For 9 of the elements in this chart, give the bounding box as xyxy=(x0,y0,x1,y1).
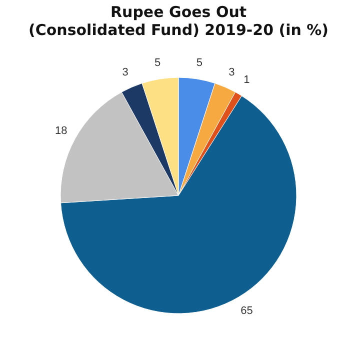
data-label: 1 xyxy=(244,74,250,86)
data-label: 65 xyxy=(240,304,253,317)
chart-title: Rupee Goes Out xyxy=(110,3,247,21)
data-label: 3 xyxy=(122,66,128,79)
chart-subtitle: (Consolidated Fund) 2019-20 (in %) xyxy=(28,21,329,39)
data-label: 5 xyxy=(154,57,161,70)
data-label: 18 xyxy=(54,124,68,137)
data-label: 3 xyxy=(228,66,235,79)
data-label: 5 xyxy=(196,57,203,70)
